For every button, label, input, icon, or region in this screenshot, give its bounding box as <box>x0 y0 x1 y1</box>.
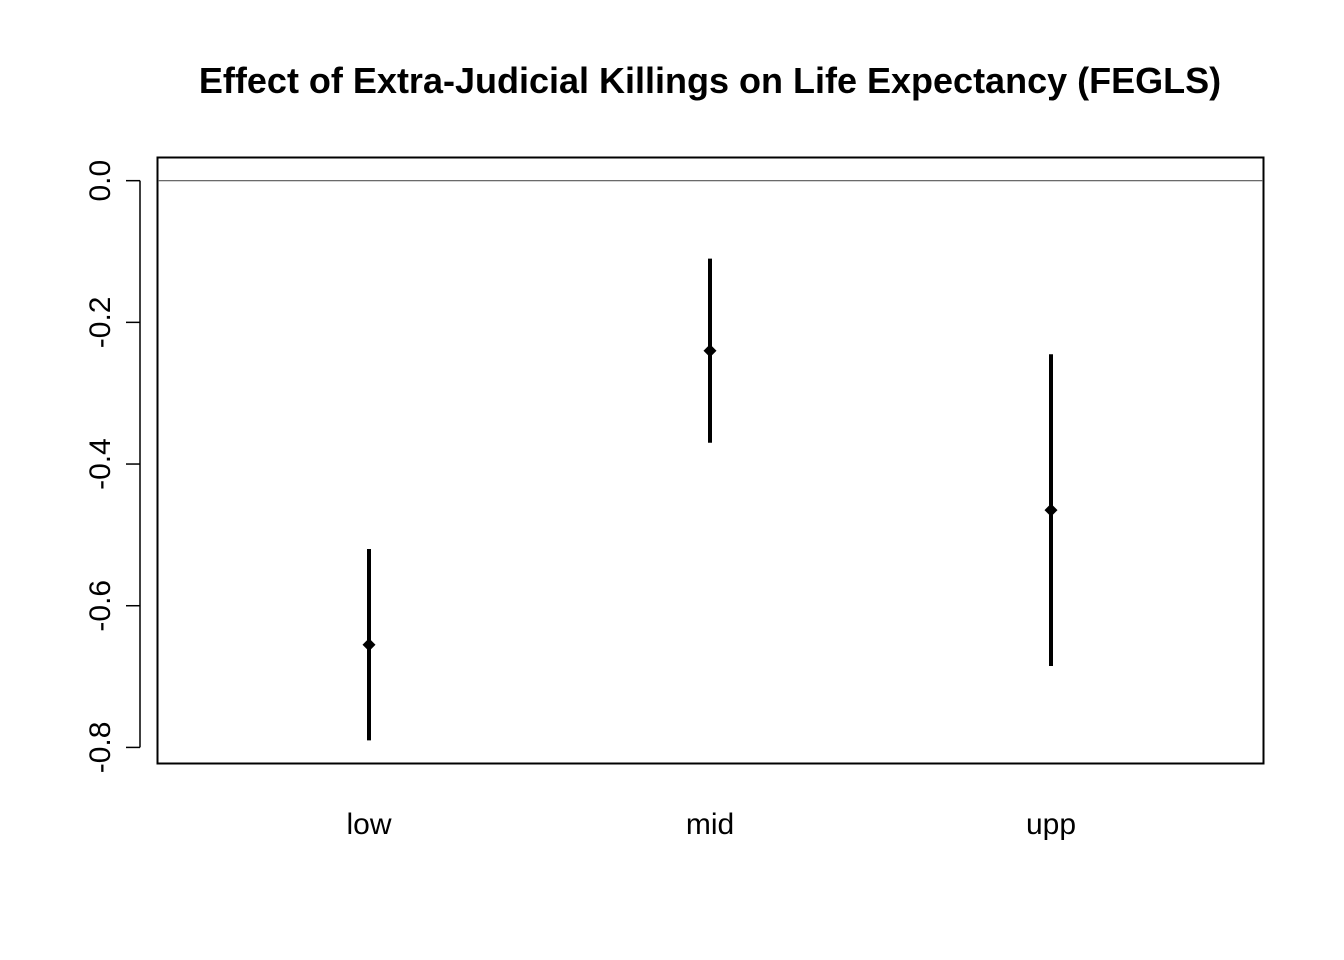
x-tick-label: low <box>346 808 391 841</box>
x-axis-ticks: low mid upp <box>346 808 1076 841</box>
point-estimate-marker <box>1044 503 1058 517</box>
plot-frame <box>156 156 1265 765</box>
y-tick-label: -0.4 <box>84 438 117 490</box>
x-tick-label: mid <box>686 808 734 841</box>
y-tick-label: -0.6 <box>84 580 117 632</box>
estimates-series <box>362 258 1058 741</box>
point-estimate-marker <box>362 638 376 652</box>
y-tick-label: -0.8 <box>84 722 117 774</box>
x-tick-label: upp <box>1026 808 1076 841</box>
y-tick-label: 0.0 <box>84 160 117 202</box>
y-tick-label: -0.2 <box>84 297 117 349</box>
y-axis-ticks: 0.0 -0.2 -0.4 -0.6 -0.8 <box>84 160 140 773</box>
point-estimate-marker <box>703 344 717 358</box>
chart-title: Effect of Extra-Judicial Killings on Lif… <box>199 60 1221 101</box>
